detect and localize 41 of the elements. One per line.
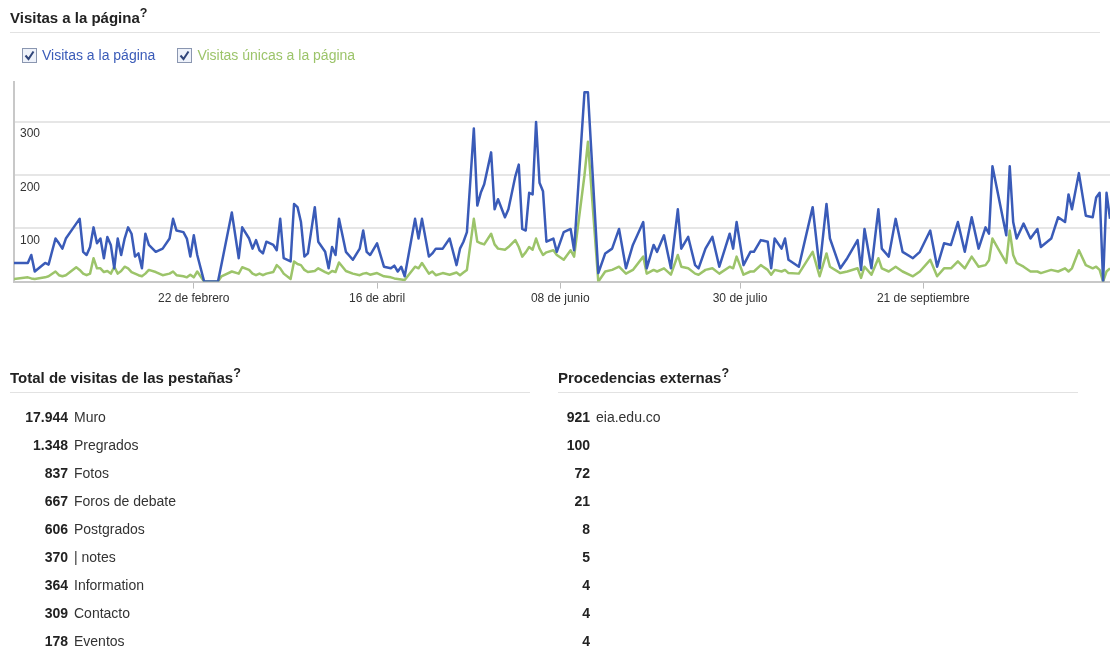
category-label: Eventos	[74, 633, 125, 649]
data-label: 606	[43, 521, 68, 537]
category-label: Postgrados	[74, 521, 145, 537]
data-label: 364	[43, 577, 68, 593]
data-label: 100	[565, 437, 590, 453]
data-label: 837	[43, 465, 68, 481]
x-tick-label: 30 de julio	[712, 291, 768, 306]
text: Visitas a la página	[42, 47, 156, 63]
data-label: 8	[581, 521, 590, 537]
x-tick-label: 22 de febrero	[158, 291, 230, 306]
text: Total de visitas de las pestañas$^{?}$	[10, 366, 530, 393]
x-tick-label: 08 de junio	[530, 291, 590, 306]
data-label: 309	[43, 605, 68, 621]
category-label: Pregrados	[74, 437, 139, 453]
category-label: Contacto	[74, 605, 131, 621]
data-label: 72	[573, 465, 590, 481]
data-label: 667	[43, 493, 68, 509]
text: Procedencias externas$^{?}$	[558, 366, 1078, 393]
x-tick-label: 21 de septiembre	[876, 291, 970, 306]
x-tick-label: 16 de abril	[349, 291, 406, 306]
chart-title: Visitas a la página$^{?}$	[10, 6, 1100, 33]
y-tick-label: 100	[20, 232, 41, 247]
data-label: 4	[581, 577, 590, 593]
text: Visitas únicas a la página	[197, 47, 356, 63]
category-label: eia.edu.co	[596, 409, 661, 425]
data-label: 4	[581, 605, 590, 621]
category-label: Foros de debate	[74, 493, 176, 509]
data-label: 17.944	[24, 409, 68, 425]
category-label: Fotos	[74, 465, 110, 481]
category-label: Information	[74, 577, 145, 593]
data-label: 370	[43, 549, 68, 565]
category-label: | notes	[74, 549, 116, 565]
data-label: 178	[43, 633, 68, 649]
y-tick-label: 200	[20, 179, 41, 194]
data-label: 1.348	[31, 437, 68, 453]
category-label: Muro	[74, 409, 106, 425]
data-label: 21	[573, 493, 590, 509]
data-label: 5	[581, 549, 590, 565]
y-tick-label: 300	[20, 126, 41, 141]
data-label: 921	[565, 409, 590, 425]
data-label: 4	[581, 633, 590, 649]
